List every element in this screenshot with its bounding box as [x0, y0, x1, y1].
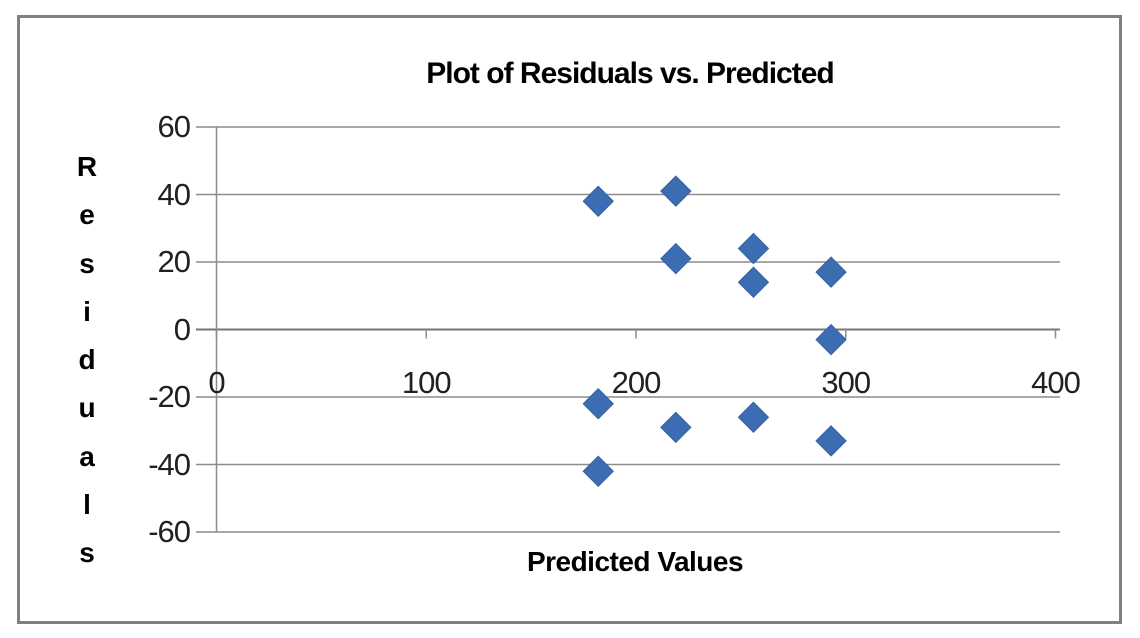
data-point-diamond — [582, 455, 614, 487]
data-point-diamond — [660, 242, 692, 275]
x-axis-label: Predicted Values — [526, 546, 744, 577]
y-tick-label: -40 — [148, 446, 191, 482]
data-point-diamond — [815, 425, 847, 457]
y-tick-label: 60 — [157, 109, 191, 144]
data-point-diamond — [660, 411, 692, 444]
data-point-diamond — [660, 175, 692, 207]
y-tick-label: 0 — [173, 311, 191, 347]
y-axis-label-letter: R — [76, 151, 98, 182]
y-tick-label: 20 — [157, 244, 191, 279]
y-tick-label: -20 — [148, 379, 191, 414]
x-tick-label: 100 — [401, 365, 452, 400]
y-axis-label-letter: i — [83, 295, 91, 327]
chart-title: Plot of Residuals vs. Predicted — [426, 57, 834, 90]
y-tick-label: 40 — [157, 176, 191, 212]
data-point-diamond — [582, 388, 614, 420]
data-point-diamond — [815, 256, 847, 288]
data-point-diamond — [737, 266, 770, 298]
y-axis-label-letter: l — [83, 488, 91, 520]
data-point-diamond — [582, 185, 614, 217]
y-axis-label-letter: s — [79, 537, 95, 568]
y-axis-label-letter: d — [78, 344, 96, 375]
data-point-diamond — [815, 323, 847, 356]
data-point-diamond — [737, 232, 770, 265]
data-point-diamond — [737, 401, 770, 433]
y-axis-label-letter: a — [79, 440, 95, 472]
y-axis-label-letter: e — [79, 199, 95, 231]
y-tick-label: -60 — [148, 514, 191, 549]
x-tick-label: 0 — [208, 365, 225, 400]
x-tick-label: 400 — [1031, 365, 1081, 400]
x-tick-label: 200 — [611, 365, 662, 400]
x-tick-label: 300 — [821, 365, 871, 400]
y-axis-label-letter: s — [79, 247, 95, 279]
chart-border-frame — [17, 15, 1122, 624]
y-axis-label-letter: u — [78, 392, 96, 424]
